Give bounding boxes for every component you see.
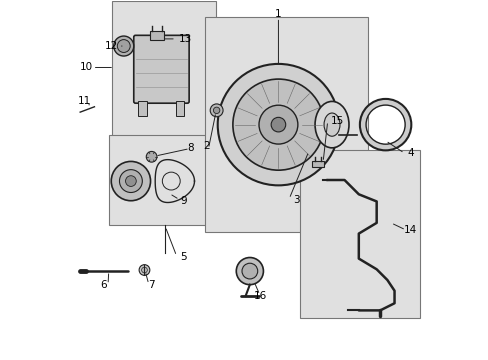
Text: 2: 2 (203, 141, 210, 151)
Text: 15: 15 (330, 116, 343, 126)
Circle shape (114, 36, 134, 56)
Bar (176, 102, 184, 116)
Text: 6: 6 (100, 280, 106, 291)
Text: 16: 16 (253, 291, 266, 301)
Bar (299, 150, 419, 318)
Circle shape (125, 176, 136, 186)
Circle shape (162, 172, 180, 190)
Circle shape (111, 161, 150, 201)
Bar (108, 135, 214, 225)
Circle shape (210, 104, 223, 117)
Circle shape (259, 105, 297, 144)
Bar (138, 102, 147, 116)
Text: 8: 8 (187, 143, 194, 153)
Circle shape (119, 170, 142, 193)
Bar (205, 18, 367, 232)
Bar (112, 1, 216, 157)
Bar (149, 31, 164, 40)
Text: 5: 5 (180, 252, 187, 262)
Bar (312, 161, 323, 167)
Text: 10: 10 (80, 63, 93, 72)
Circle shape (146, 152, 157, 162)
Circle shape (142, 267, 147, 273)
Circle shape (232, 79, 324, 170)
Ellipse shape (314, 102, 348, 148)
Circle shape (213, 107, 220, 113)
Text: 3: 3 (292, 195, 299, 204)
Circle shape (139, 265, 149, 275)
Text: 9: 9 (180, 197, 187, 206)
Text: 14: 14 (403, 225, 416, 235)
Text: 11: 11 (78, 96, 91, 107)
Circle shape (236, 257, 263, 285)
FancyBboxPatch shape (134, 35, 189, 103)
Text: 7: 7 (148, 280, 155, 291)
Text: 13: 13 (179, 34, 192, 44)
Circle shape (117, 40, 130, 53)
Circle shape (217, 64, 339, 185)
Text: 12: 12 (105, 41, 118, 51)
Circle shape (242, 263, 257, 279)
Ellipse shape (324, 113, 339, 136)
Text: 1: 1 (275, 9, 281, 19)
Circle shape (270, 117, 285, 132)
Text: 4: 4 (407, 148, 413, 158)
